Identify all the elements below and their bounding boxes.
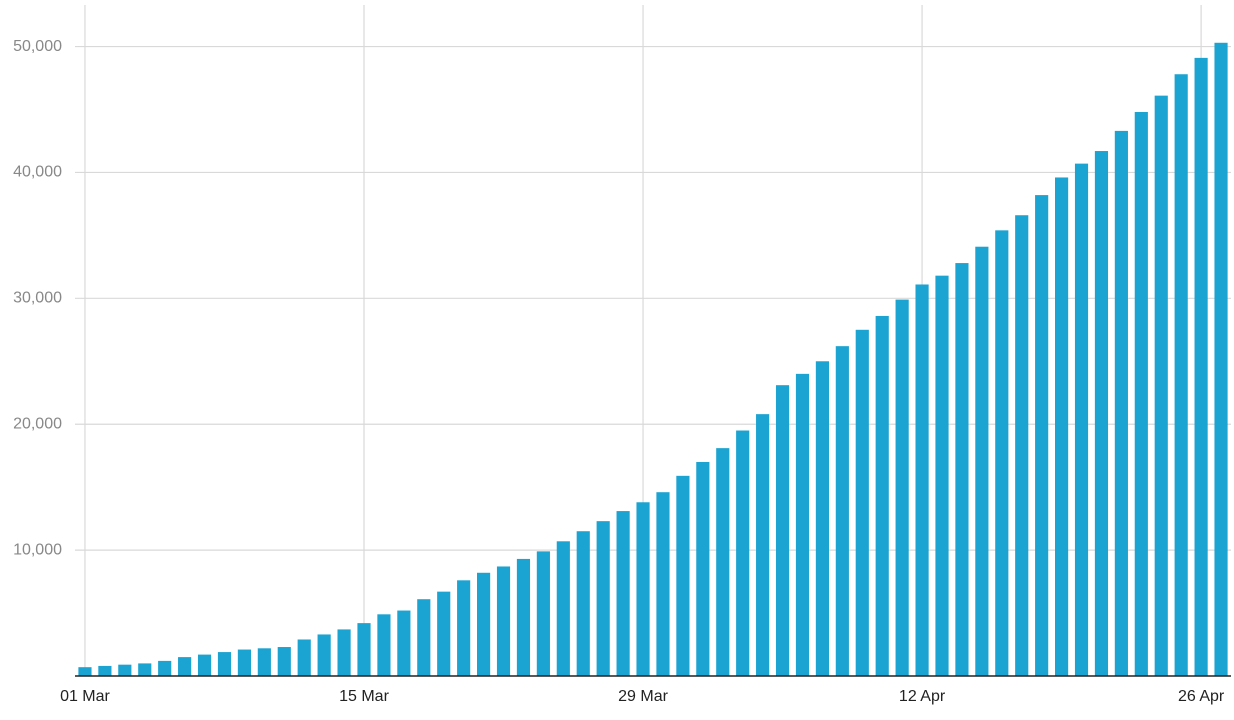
- bar: [855, 329, 869, 676]
- bar: [895, 299, 909, 676]
- bar: [477, 572, 491, 676]
- bar: [935, 275, 949, 676]
- bar: [556, 541, 570, 676]
- bar: [955, 263, 969, 676]
- bar: [1094, 151, 1109, 677]
- bar: [756, 414, 770, 676]
- bar: [815, 361, 829, 676]
- bar: [795, 373, 810, 676]
- bar: [596, 521, 610, 676]
- x-tick-label: 15 Mar: [339, 688, 389, 705]
- bar: [437, 591, 451, 676]
- bar: [775, 385, 790, 676]
- y-tick-label: 10,000: [13, 541, 62, 558]
- bar: [576, 531, 590, 676]
- bar: [1134, 112, 1148, 676]
- bar: [1035, 195, 1049, 676]
- y-tick-label: 30,000: [13, 290, 62, 307]
- bar: [237, 649, 251, 676]
- bar: [178, 657, 192, 676]
- bar: [377, 614, 391, 676]
- bar: [656, 492, 670, 676]
- bar: [277, 647, 291, 676]
- bar: [716, 448, 730, 676]
- bar: [98, 665, 112, 676]
- bar: [676, 475, 690, 676]
- bar: [1174, 74, 1188, 676]
- bar: [217, 652, 232, 676]
- bar: [158, 660, 172, 676]
- bar: [1055, 177, 1069, 676]
- bar: [1154, 95, 1168, 676]
- y-tick-label: 20,000: [13, 415, 62, 432]
- bar: [536, 551, 550, 676]
- bar: [138, 663, 152, 676]
- bar: [197, 654, 212, 676]
- bar: [915, 284, 929, 676]
- bar: [875, 315, 889, 676]
- x-tick-label: 01 Mar: [60, 688, 110, 705]
- x-tick-label: 29 Mar: [618, 688, 668, 705]
- bar: [257, 648, 271, 676]
- bar: [357, 623, 371, 676]
- bar: [496, 566, 511, 676]
- bar: [1015, 215, 1029, 676]
- bar: [317, 634, 331, 676]
- bar: [297, 639, 311, 676]
- bar: [995, 230, 1009, 676]
- x-tick-label: 26 Apr: [1178, 688, 1225, 705]
- bar: [78, 667, 92, 676]
- bar: [1214, 42, 1228, 677]
- bar: [636, 502, 650, 676]
- bar: [975, 246, 989, 677]
- bar: [417, 599, 431, 676]
- bar: [736, 430, 750, 676]
- bar: [337, 629, 351, 676]
- x-tick-label: 12 Apr: [899, 688, 946, 705]
- bar: [457, 580, 471, 676]
- bar: [516, 558, 531, 676]
- y-tick-label: 40,000: [13, 164, 62, 181]
- bar: [1074, 163, 1089, 676]
- y-tick-label: 50,000: [13, 38, 62, 55]
- bar: [696, 461, 710, 676]
- bar: [397, 610, 411, 676]
- bar: [835, 346, 849, 676]
- bar: [118, 664, 132, 676]
- bar: [616, 511, 630, 676]
- bar: [1114, 130, 1128, 676]
- bar: [1194, 57, 1208, 677]
